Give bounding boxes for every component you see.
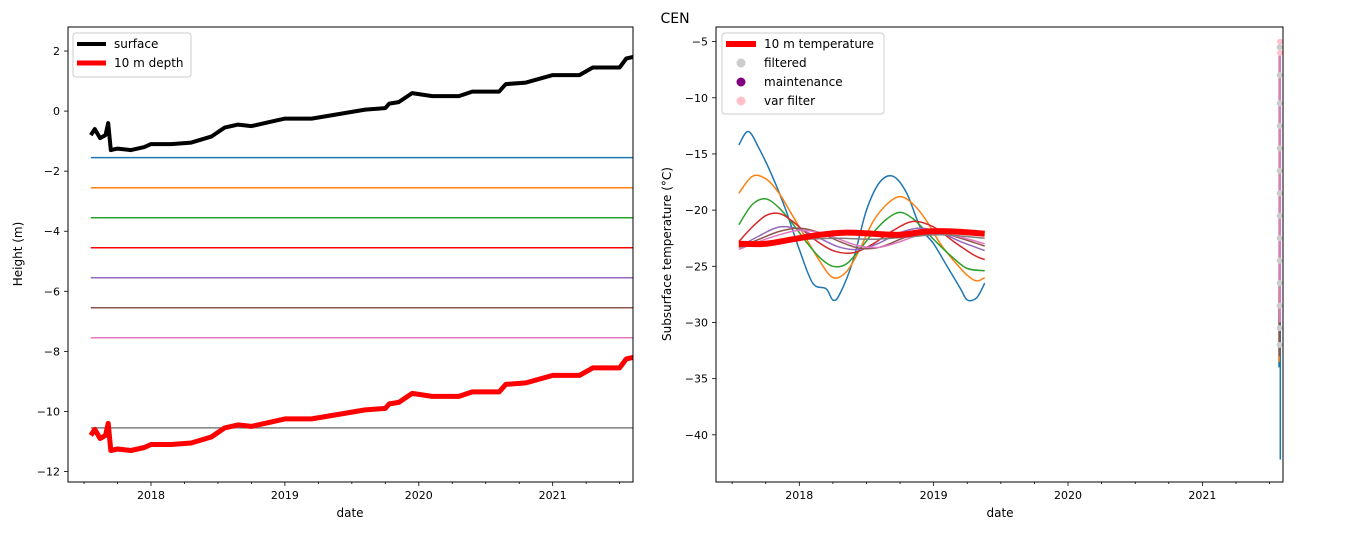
- legend-marker-filtered: [736, 58, 746, 68]
- y-tick-label: −30: [685, 316, 708, 329]
- right-x-axis-label: date: [986, 506, 1013, 520]
- figure-title: CEN: [660, 11, 689, 27]
- y-tick-label: −4: [44, 225, 60, 238]
- legend-label-filtered: filtered: [764, 56, 807, 70]
- legend-label-10m-temperature: 10 m temperature: [764, 37, 874, 51]
- right-y-axis: −5 −10 −15 −20 −25 −30 −35 −40: [685, 36, 716, 442]
- right-legend-box: [721, 32, 885, 115]
- right-plot: 2018 2019 2020 2021 −5 −10 −15 −20 −25 −30 −35 −40…: [660, 26, 1284, 520]
- right-legend: 10 m temperature filtered maintenance va…: [721, 32, 885, 115]
- left-plot-frame: [67, 26, 634, 483]
- marker-filtered: [1276, 212, 1283, 219]
- marker-filtered: [1276, 341, 1283, 348]
- x-tick-label: 2021: [539, 489, 567, 502]
- left-y-axis-label: Height (m): [11, 222, 25, 287]
- marker-filtered: [1276, 44, 1283, 51]
- x-tick-label: 2020: [1054, 489, 1082, 502]
- y-tick-label: −12: [37, 465, 60, 478]
- marker-filtered: [1276, 167, 1283, 174]
- right-plot-lines: [738, 38, 1283, 460]
- marker-filtered: [1276, 302, 1283, 309]
- legend-label-var-filter: var filter: [764, 94, 815, 108]
- marker-filtered: [1276, 280, 1283, 287]
- right-y-axis-label: Subsurface temperature (°C): [660, 167, 674, 341]
- y-tick-label: −2: [44, 165, 60, 178]
- marker-filtered: [1276, 122, 1283, 129]
- marker-filtered: [1276, 235, 1283, 242]
- x-tick-label: 2019: [271, 489, 299, 502]
- legend-label-surface: surface: [114, 37, 158, 51]
- x-tick-label: 2019: [920, 489, 948, 502]
- legend-label-maintenance: maintenance: [764, 75, 843, 89]
- y-tick-label: −5: [692, 36, 708, 49]
- series-line-10-m-temperature: [738, 228, 985, 248]
- x-tick-label: 2021: [1188, 489, 1216, 502]
- left-x-axis: 2018 2019 2020 2021: [83, 482, 621, 502]
- x-tick-label: 2018: [137, 489, 165, 502]
- left-x-axis-label: date: [336, 506, 363, 520]
- marker-filtered: [1276, 145, 1283, 152]
- legend-marker-maintenance: [736, 77, 746, 87]
- y-tick-label: −10: [685, 92, 708, 105]
- y-tick-label: −20: [685, 204, 708, 217]
- left-y-axis: 2 0 −2 −4 −6 −8 −10 −12: [37, 45, 68, 478]
- right-plot-frame: [715, 26, 1284, 483]
- legend-marker-var-filter: [736, 96, 746, 106]
- left-plot: 2018 2019 2020 2021 2 0 −2 −4 −6 −8 −10 −12 date H…: [11, 26, 634, 520]
- series-line-surface: [89, 55, 633, 153]
- marker-filtered: [1276, 72, 1283, 79]
- y-tick-label: −25: [685, 260, 708, 273]
- y-tick-label: −8: [44, 345, 60, 358]
- left-plot-lines: [88, 55, 633, 453]
- series-line-10-m-depth: [88, 354, 633, 453]
- x-tick-label: 2018: [785, 489, 813, 502]
- y-tick-label: −10: [37, 405, 60, 418]
- series-line-series-3: [738, 212, 986, 261]
- y-tick-label: −15: [685, 148, 708, 161]
- marker-filtered: [1276, 100, 1283, 107]
- y-tick-label: −40: [685, 429, 708, 442]
- y-tick-label: −35: [685, 373, 708, 386]
- right-x-axis: 2018 2019 2020 2021: [731, 482, 1270, 502]
- left-legend: surface 10 m depth: [72, 32, 192, 78]
- marker-filtered: [1276, 325, 1283, 332]
- marker-var-filter: [1277, 49, 1283, 56]
- y-tick-label: −6: [44, 285, 60, 298]
- marker-var-filter: [1277, 38, 1283, 45]
- legend-label-10m-depth: 10 m depth: [114, 56, 184, 70]
- x-tick-label: 2020: [405, 489, 433, 502]
- y-tick-label: 0: [53, 105, 60, 118]
- y-tick-label: 2: [53, 45, 60, 58]
- marker-filtered: [1276, 257, 1283, 264]
- marker-filtered: [1276, 190, 1283, 197]
